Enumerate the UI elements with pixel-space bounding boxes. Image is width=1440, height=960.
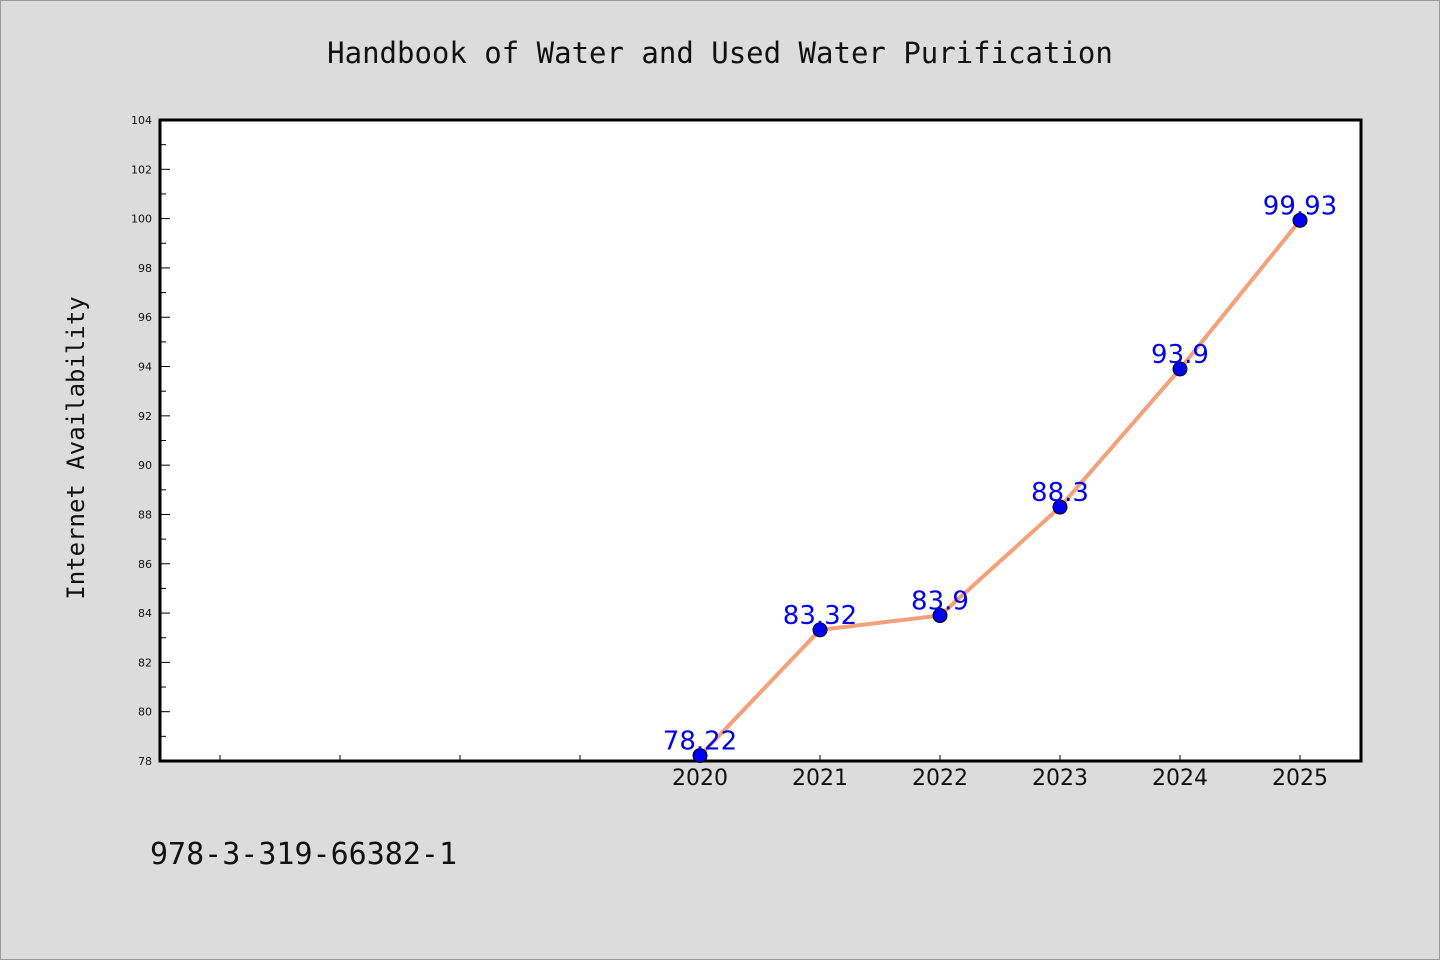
data-label-2024: 93.9 — [1151, 340, 1209, 370]
y-tick-label: 94 — [138, 361, 152, 374]
y-tick-label: 104 — [131, 114, 152, 127]
chart-title: Handbook of Water and Used Water Purific… — [327, 36, 1113, 70]
data-point-2025 — [1292, 212, 1308, 228]
data-label-2022: 83.9 — [911, 587, 969, 617]
y-tick-label: 86 — [138, 558, 152, 571]
y-tick-labels: 78 80 82 84 86 88 90 92 94 96 98 100 102 104 — [131, 114, 152, 768]
data-point-2022 — [932, 608, 948, 624]
plot-area — [158, 118, 1363, 763]
data-point-2024 — [1172, 361, 1188, 377]
data-label-2023: 88.3 — [1031, 478, 1089, 508]
data-point-2020 — [692, 748, 708, 764]
data-label-2020: 78.22 — [663, 727, 737, 757]
data-label-2025: 99.93 — [1263, 191, 1337, 221]
y-tick-label: 78 — [138, 755, 152, 768]
y-tick-label: 92 — [138, 410, 152, 423]
x-tick-label: 2020 — [672, 766, 728, 791]
series-line — [698, 219, 1302, 757]
y-tick-label: 98 — [138, 262, 152, 275]
x-tick-labels: 2020 2021 2022 2023 2024 2025 — [672, 766, 1328, 791]
y-tick-label: 96 — [138, 311, 152, 324]
x-tick-label: 2023 — [1032, 766, 1088, 791]
axis-ticks — [160, 119, 1301, 762]
data-point-2023 — [1052, 499, 1068, 515]
y-tick-label: 102 — [131, 163, 152, 176]
data-labels: 78.22 83.32 83.9 88.3 93.9 99.93 — [663, 191, 1337, 756]
x-tick-label: 2024 — [1152, 766, 1208, 791]
y-tick-label: 90 — [138, 459, 152, 472]
y-tick-label: 84 — [138, 607, 152, 620]
data-point-2021 — [812, 622, 828, 638]
y-tick-label: 82 — [138, 656, 152, 669]
x-tick-label: 2025 — [1272, 766, 1328, 791]
series-markers — [692, 212, 1308, 764]
y-tick-label: 88 — [138, 508, 152, 521]
y-tick-label: 100 — [131, 213, 152, 226]
y-axis-label: Internet Availability — [62, 296, 90, 599]
x-tick-label: 2022 — [912, 766, 968, 791]
y-tick-label: 80 — [138, 706, 152, 719]
x-tick-label: 2021 — [792, 766, 848, 791]
data-label-2021: 83.32 — [783, 601, 857, 631]
isbn-text: 978-3-319-66382-1 — [150, 837, 457, 872]
